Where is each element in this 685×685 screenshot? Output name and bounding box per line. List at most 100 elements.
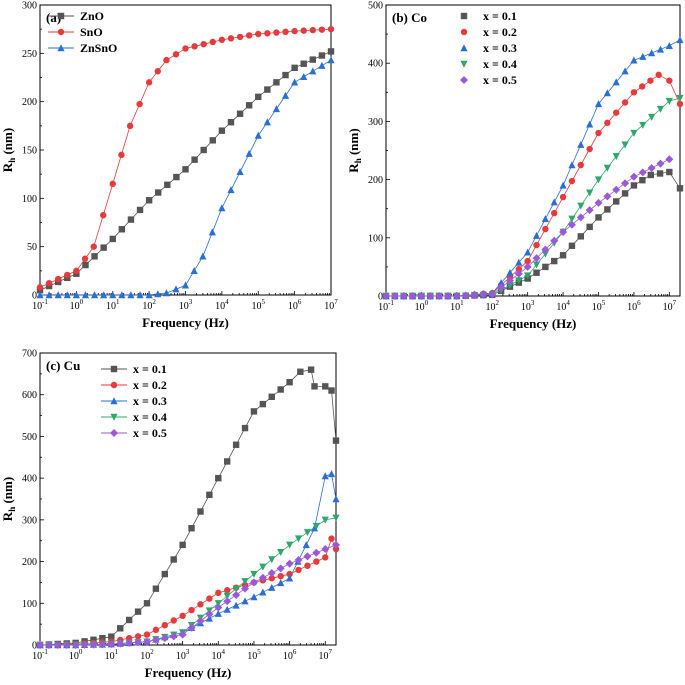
data-point (136, 291, 144, 299)
data-point (603, 89, 611, 97)
series-2 (36, 535, 340, 649)
data-point (382, 292, 390, 300)
data-point (197, 601, 204, 608)
data-point (656, 159, 665, 168)
data-point (594, 176, 603, 184)
y-tick-label: 500 (368, 1, 383, 12)
data-point (332, 437, 340, 444)
x-tick-label: 101 (106, 298, 120, 312)
data-point (154, 290, 162, 298)
data-point (461, 291, 470, 300)
data-point (36, 291, 44, 299)
legend-entry: x = 0.5 (460, 73, 517, 87)
y-tick-label: 0 (32, 291, 37, 302)
data-point (161, 621, 169, 629)
data-point (594, 198, 603, 207)
panel-label: (c) Cu (46, 358, 80, 373)
data-point (45, 279, 53, 287)
data-point (300, 60, 307, 67)
data-point (206, 595, 213, 602)
data-point (647, 77, 654, 84)
data-point (245, 102, 253, 109)
series-line (39, 537, 337, 646)
data-point (90, 243, 97, 250)
data-point (208, 228, 216, 236)
data-point (332, 545, 340, 553)
data-point (515, 258, 523, 266)
data-point (676, 185, 684, 192)
data-point (666, 168, 673, 176)
data-point (224, 587, 231, 594)
series-1 (36, 48, 335, 294)
data-point (125, 616, 133, 624)
series-line (386, 97, 681, 297)
data-point (567, 220, 576, 229)
legend-label: ZnSnO (80, 41, 117, 55)
legend-label: x = 0.3 (133, 394, 167, 408)
data-point (215, 474, 222, 482)
data-point (245, 32, 253, 39)
data-point (152, 585, 160, 592)
y-tick-label: 50 (27, 242, 37, 253)
data-point (542, 263, 549, 271)
data-point (559, 193, 567, 201)
data-point (72, 291, 80, 299)
data-point (303, 529, 312, 537)
data-point (215, 589, 222, 597)
data-point (191, 156, 198, 163)
legend-label: ZnO (80, 9, 104, 23)
data-point (595, 129, 602, 137)
legend-label: x = 0.4 (133, 410, 167, 424)
data-point (541, 215, 549, 223)
data-point (282, 71, 289, 79)
plot-frame (39, 352, 337, 646)
data-point (118, 151, 125, 159)
data-point (227, 119, 235, 126)
data-point (263, 118, 271, 126)
data-point (559, 181, 567, 189)
legend-label: x = 0.5 (133, 426, 167, 440)
y-tick-label: 100 (368, 233, 383, 244)
data-point (639, 176, 646, 184)
data-point (295, 566, 302, 574)
data-point (214, 609, 222, 617)
data-point (223, 605, 231, 613)
y-tick-label: 500 (22, 432, 37, 443)
y-tick-label: 400 (22, 474, 37, 485)
data-point (161, 570, 169, 578)
data-point (568, 177, 576, 185)
data-point (327, 470, 336, 478)
data-point (648, 49, 656, 57)
data-point (550, 198, 558, 206)
data-point (586, 189, 594, 197)
data-point (506, 268, 514, 276)
data-point (145, 79, 153, 86)
data-point (497, 279, 505, 287)
data-point (136, 100, 143, 108)
data-point (321, 545, 330, 554)
chart-panel-1: 10-1 100 101 102 103 104 105 106 107 0 50 100 150 200… (0, 1, 338, 331)
data-point (309, 26, 317, 34)
data-point (291, 64, 298, 72)
data-point (532, 254, 541, 263)
y-axis-label: Rh (nm) (346, 128, 363, 172)
legend-label: SnO (80, 25, 103, 39)
series-5 (36, 540, 340, 649)
data-point (302, 541, 310, 549)
data-point (291, 27, 298, 35)
data-point (497, 283, 506, 292)
y-axis-label: Rh (nm) (0, 128, 17, 172)
data-point (81, 255, 89, 262)
legend-entry: x = 0.2 (101, 378, 167, 392)
legend-entry: x = 0.1 (460, 9, 517, 23)
legend-label: x = 0.2 (133, 378, 167, 392)
data-point (318, 26, 326, 33)
data-point (577, 140, 585, 148)
data-point (99, 635, 106, 642)
data-point (277, 386, 284, 393)
data-point (36, 641, 44, 649)
x-tick-label: 103 (179, 298, 193, 312)
data-point (272, 105, 281, 113)
x-tick-label: 100 (69, 648, 83, 662)
